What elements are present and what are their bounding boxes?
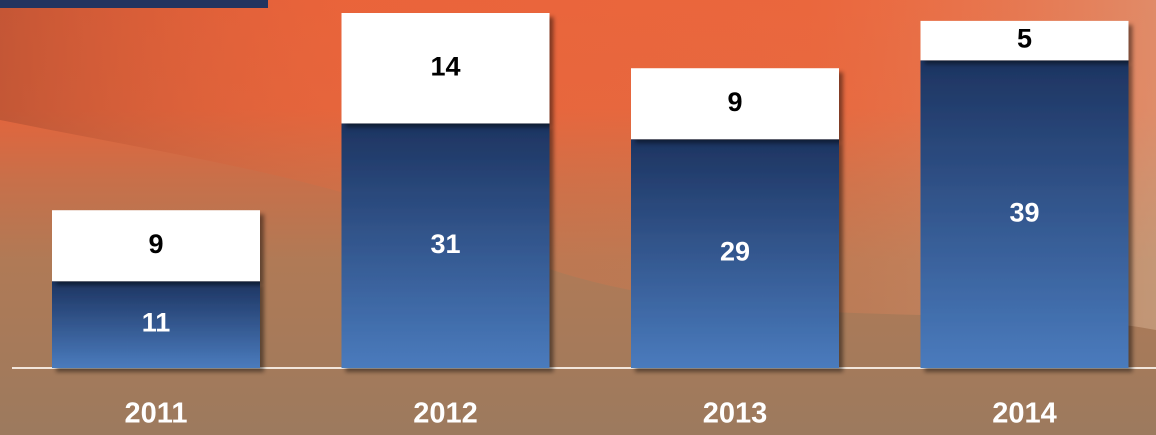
x-tick-label: 2013 xyxy=(703,398,768,430)
data-label: 9 xyxy=(148,229,163,259)
x-tick-label: 2014 xyxy=(992,398,1057,430)
data-label: 9 xyxy=(727,87,742,117)
data-label: 14 xyxy=(430,51,460,81)
chart: 11 9 2011 31 14 2012 29 9 2013 39 5 2014 xyxy=(0,0,1156,435)
x-tick-label: 2012 xyxy=(413,398,478,430)
data-label: 39 xyxy=(1009,197,1039,227)
data-label: 29 xyxy=(720,237,750,267)
page: 11920113114201229920133952014 (() => { c… xyxy=(0,0,1156,435)
x-tick-label: 2011 xyxy=(125,398,188,430)
data-label: 11 xyxy=(142,308,171,338)
corner-band xyxy=(0,0,268,8)
data-label: 5 xyxy=(1017,24,1032,54)
data-label: 31 xyxy=(430,229,460,259)
